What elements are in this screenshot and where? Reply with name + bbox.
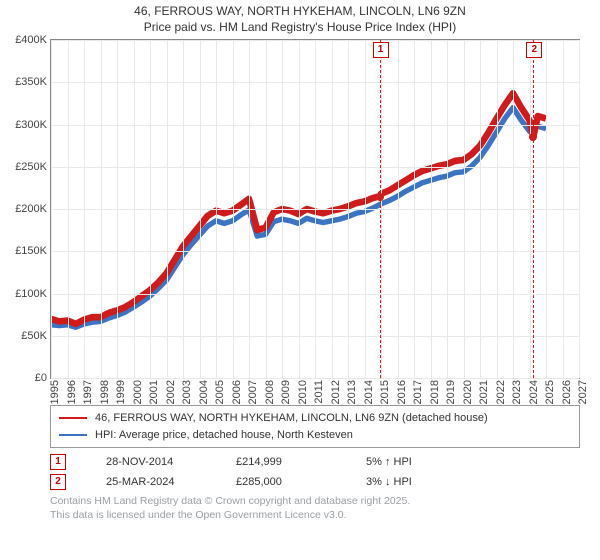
marker-delta: 5% ↑ HPI [366, 456, 456, 468]
x-tick-label: 1998 [99, 380, 111, 404]
license-line-1: Contains HM Land Registry data © Crown c… [50, 494, 580, 508]
x-tick-label: 2012 [330, 380, 342, 404]
y-tick-label: £50K [21, 330, 47, 342]
marker-row: 1 28-NOV-2014 £214,999 5% ↑ HPI [50, 454, 580, 470]
x-tick-label: 2018 [429, 380, 441, 404]
chart-header: 46, FERROUS WAY, NORTH HYKEHAM, LINCOLN,… [0, 0, 600, 37]
x-tick-label: 2017 [412, 380, 424, 404]
event-vline [380, 40, 381, 378]
legend-row: HPI: Average price, detached house, Nort… [59, 427, 571, 444]
x-tick-label: 1999 [115, 380, 127, 404]
x-tick-label: 2016 [396, 380, 408, 404]
x-tick-label: 2010 [297, 380, 309, 404]
event-dot [376, 193, 384, 201]
x-tick-label: 2007 [247, 380, 259, 404]
y-tick-label: £0 [35, 372, 47, 384]
chart-plot-area: £0£50K£100K£150K£200K£250K£300K£350K£400… [50, 39, 580, 379]
x-tick-label: 2001 [148, 380, 160, 404]
license-text: Contains HM Land Registry data © Crown c… [50, 494, 580, 522]
event-dot [529, 133, 537, 141]
x-tick-label: 2020 [462, 380, 474, 404]
x-tick-label: 2021 [478, 380, 490, 404]
x-tick-label: 1995 [49, 380, 61, 404]
x-tick-label: 2000 [132, 380, 144, 404]
y-tick-label: £250K [15, 161, 47, 173]
title-address: 46, FERROUS WAY, NORTH HYKEHAM, LINCOLN,… [0, 4, 600, 20]
x-tick-label: 2019 [445, 380, 457, 404]
x-tick-label: 2002 [165, 380, 177, 404]
y-tick-label: £200K [15, 203, 47, 215]
x-tick-label: 2011 [313, 380, 325, 404]
y-tick-label: £400K [15, 34, 47, 46]
x-tick-label: 2023 [511, 380, 523, 404]
marker-delta: 3% ↓ HPI [366, 476, 456, 488]
legend-row: 46, FERROUS WAY, NORTH HYKEHAM, LINCOLN,… [59, 410, 571, 427]
marker-date: 25-MAR-2024 [106, 476, 196, 488]
event-vline [533, 40, 534, 378]
event-marker-box: 2 [526, 42, 542, 58]
x-tick-label: 2006 [231, 380, 243, 404]
x-tick-label: 2009 [280, 380, 292, 404]
chart: £0£50K£100K£150K£200K£250K£300K£350K£400… [50, 39, 580, 399]
markers-table: 1 28-NOV-2014 £214,999 5% ↑ HPI 2 25-MAR… [50, 454, 580, 490]
x-tick-label: 2015 [379, 380, 391, 404]
x-tick-label: 2013 [346, 380, 358, 404]
x-tick-label: 2027 [577, 380, 589, 404]
x-tick-label: 1997 [82, 380, 94, 404]
marker-price: £285,000 [236, 476, 326, 488]
legend-label: 46, FERROUS WAY, NORTH HYKEHAM, LINCOLN,… [95, 410, 488, 427]
x-tick-label: 2026 [561, 380, 573, 404]
legend-swatch [59, 434, 87, 436]
event-marker-box: 1 [373, 42, 389, 58]
x-tick-label: 2024 [528, 380, 540, 404]
y-tick-label: £100K [15, 288, 47, 300]
x-tick-label: 2005 [214, 380, 226, 404]
marker-price: £214,999 [236, 456, 326, 468]
legend-label: HPI: Average price, detached house, Nort… [95, 427, 353, 444]
x-tick-label: 1996 [66, 380, 78, 404]
x-tick-label: 2004 [198, 380, 210, 404]
x-tick-label: 2014 [363, 380, 375, 404]
y-tick-label: £150K [15, 245, 47, 257]
legend-swatch [59, 417, 87, 419]
marker-row: 2 25-MAR-2024 £285,000 3% ↓ HPI [50, 474, 580, 490]
marker-date: 28-NOV-2014 [106, 456, 196, 468]
title-subtitle: Price paid vs. HM Land Registry's House … [0, 20, 600, 36]
x-tick-label: 2022 [495, 380, 507, 404]
x-tick-label: 2008 [264, 380, 276, 404]
license-line-2: This data is licensed under the Open Gov… [50, 508, 580, 522]
marker-badge: 1 [50, 454, 66, 470]
x-tick-label: 2003 [181, 380, 193, 404]
marker-badge: 2 [50, 474, 66, 490]
y-tick-label: £350K [15, 76, 47, 88]
x-tick-label: 2025 [544, 380, 556, 404]
legend: 46, FERROUS WAY, NORTH HYKEHAM, LINCOLN,… [50, 405, 580, 448]
y-tick-label: £300K [15, 119, 47, 131]
